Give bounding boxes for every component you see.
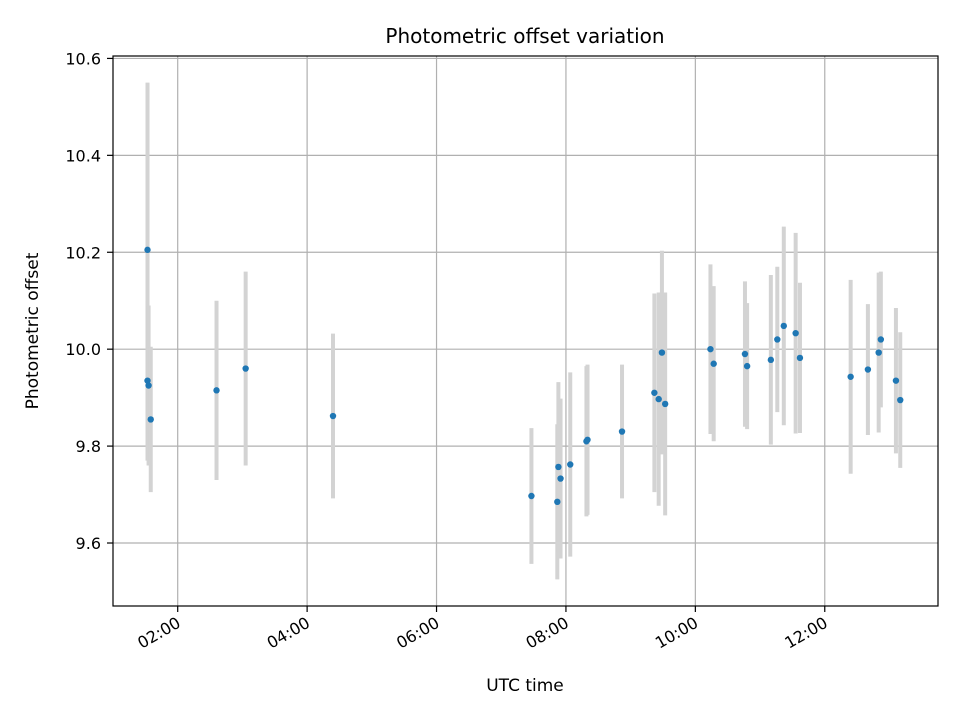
y-axis-ticks: 9.6 9.8 10.0 10.2 10.4 10.6: [65, 49, 113, 553]
data-point: [741, 350, 749, 358]
chart-title: Photometric offset variation: [385, 24, 664, 48]
y-tick-label: 10.2: [65, 243, 101, 262]
grid-lines: [113, 56, 938, 606]
data-point: [567, 461, 574, 468]
data-point: [792, 329, 799, 337]
plot-frame: [112, 55, 939, 607]
data-point: [147, 416, 154, 423]
data-point: [145, 382, 152, 389]
data-point: [661, 400, 669, 408]
data-point: [774, 336, 781, 343]
data-point: [767, 356, 775, 364]
x-axis-label: UTC time: [486, 676, 564, 696]
data-point: [242, 365, 249, 372]
y-tick-label: 10.0: [65, 340, 101, 359]
data-point: [897, 396, 904, 404]
data-point: [877, 336, 885, 343]
data-point: [875, 349, 882, 356]
data-point: [796, 354, 804, 362]
data-point: [707, 345, 714, 353]
y-axis-label: Photometric offset: [23, 252, 43, 409]
data-point: [892, 377, 900, 384]
plot-area: [113, 56, 938, 606]
data-point: [144, 377, 151, 384]
y-tick-label: 9.6: [76, 534, 101, 553]
y-tick-label: 10.6: [65, 49, 101, 68]
data-point: [655, 395, 662, 403]
data-point: [618, 428, 626, 435]
data-point: [557, 475, 564, 482]
data-point: [144, 246, 151, 254]
data-points: [144, 246, 904, 506]
data-point: [555, 463, 562, 471]
y-tick-label: 9.8: [76, 437, 101, 456]
data-point: [329, 412, 337, 420]
data-point: [584, 436, 591, 443]
data-point: [780, 322, 787, 330]
data-point: [864, 366, 872, 373]
data-point: [847, 373, 854, 380]
data-point: [658, 349, 666, 356]
data-point: [743, 362, 751, 370]
data-point: [651, 389, 658, 396]
data-point: [528, 492, 535, 500]
data-point: [710, 360, 717, 367]
data-point: [213, 387, 220, 394]
y-tick-label: 10.4: [65, 146, 101, 165]
data-point: [554, 498, 561, 506]
